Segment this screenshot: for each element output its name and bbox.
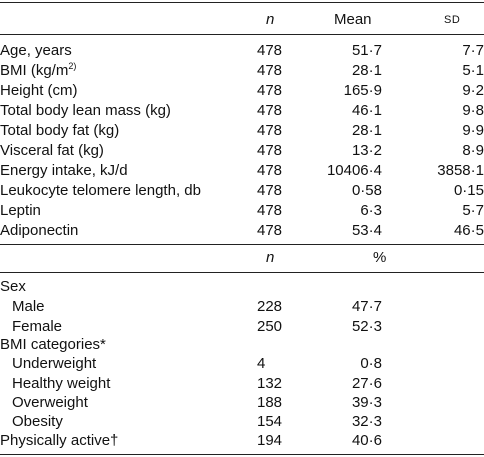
row-mean: 46·1 xyxy=(351,102,382,119)
row-label: Leptin xyxy=(0,202,41,219)
row-mean: 10406·4 xyxy=(326,162,382,179)
table-row: Underweight 4 0·8 xyxy=(0,354,484,374)
bmi-label-superscript: 2) xyxy=(68,61,77,71)
table-row: Total body fat (kg) 478 28·1 9·9 xyxy=(0,121,484,141)
table-row: Energy intake, kJ/d 478 10406·4 3858·1 xyxy=(0,161,484,181)
row-n: 478 xyxy=(257,102,283,119)
table-row: Visceral fat (kg) 478 13·2 8·9 xyxy=(0,141,484,161)
bottom-rule xyxy=(0,454,484,455)
row-n: 188 xyxy=(257,394,283,411)
row-sd: 46·5 xyxy=(453,222,484,239)
row-n: 478 xyxy=(257,202,283,219)
sex-heading: Sex xyxy=(0,278,26,295)
row-label: BMI (kg/m2) xyxy=(0,61,76,81)
table-row: Age, years 478 51·7 7·7 xyxy=(0,41,484,61)
header-mean: Mean xyxy=(334,11,372,28)
row-sd: 9·8 xyxy=(462,102,484,119)
row-mean: 165·9 xyxy=(343,82,382,99)
row-n: 478 xyxy=(257,162,283,179)
section-heading: BMI categories* xyxy=(0,335,484,355)
table-header: n % xyxy=(0,248,484,268)
row-percent: 39·3 xyxy=(351,394,382,411)
row-sd: 8·9 xyxy=(462,142,484,159)
row-label: Total body fat (kg) xyxy=(0,122,120,139)
table-row: Leukocyte telomere length, db 478 0·58 0… xyxy=(0,181,484,201)
row-label: Energy intake, kJ/d xyxy=(0,162,128,179)
table-row: Adiponectin 478 53·4 46·5 xyxy=(0,221,484,241)
row-sd: 3858·1 xyxy=(437,162,484,179)
header-n: n xyxy=(266,11,275,28)
row-percent: 32·3 xyxy=(351,413,382,430)
section-rule xyxy=(0,244,484,245)
row-sd: 9·9 xyxy=(462,122,484,139)
row-label: Male xyxy=(12,298,45,315)
table-row: Leptin 478 6·3 5·7 xyxy=(0,201,484,221)
table-row: BMI (kg/m2) 478 28·1 5·1 xyxy=(0,61,484,81)
table-row: Height (cm) 478 165·9 9·2 xyxy=(0,81,484,101)
table-header: n Mean SD xyxy=(0,10,484,30)
row-label: Visceral fat (kg) xyxy=(0,142,104,159)
header-rule xyxy=(0,34,484,35)
row-n: 478 xyxy=(257,142,283,159)
row-percent: 47·7 xyxy=(351,298,382,315)
header-n: n xyxy=(266,249,275,266)
row-label: Female xyxy=(12,318,63,335)
table-row: Obesity 154 32·3 xyxy=(0,412,484,432)
header-rule xyxy=(0,272,484,273)
row-label: Overweight xyxy=(12,394,88,411)
row-n: 250 xyxy=(257,318,283,335)
row-label: Height (cm) xyxy=(0,82,78,99)
row-label: Obesity xyxy=(12,413,63,430)
row-label: Physically active† xyxy=(0,432,119,449)
row-sd: 0·15 xyxy=(453,182,484,199)
row-n: 154 xyxy=(257,413,283,430)
row-label: Healthy weight xyxy=(12,375,111,392)
row-percent: 0·8 xyxy=(360,355,382,372)
header-sd: SD xyxy=(444,14,461,26)
row-mean: 28·1 xyxy=(351,62,382,79)
row-percent: 52·3 xyxy=(351,318,382,335)
table-row: Overweight 188 39·3 xyxy=(0,393,484,413)
row-mean: 0·58 xyxy=(351,182,382,199)
row-label: Age, years xyxy=(0,42,72,59)
row-n: 194 xyxy=(257,432,283,449)
row-label: Adiponectin xyxy=(0,222,79,239)
table-row: Male 228 47·7 xyxy=(0,297,484,317)
bmi-heading: BMI categories* xyxy=(0,336,106,353)
table-row: Physically active† 194 40·6 xyxy=(0,431,484,451)
row-label: Leukocyte telomere length, db xyxy=(0,182,201,199)
row-mean: 6·3 xyxy=(360,202,382,219)
row-n: 478 xyxy=(257,42,283,59)
row-percent: 40·6 xyxy=(351,432,382,449)
row-n: 478 xyxy=(257,82,283,99)
row-percent: 27·6 xyxy=(351,375,382,392)
row-mean: 13·2 xyxy=(351,142,382,159)
row-label: Total body lean mass (kg) xyxy=(0,102,171,119)
row-n: 478 xyxy=(257,122,283,139)
section-heading: Sex xyxy=(0,277,484,297)
row-mean: 53·4 xyxy=(351,222,382,239)
table-row: Female 250 52·3 xyxy=(0,317,484,337)
row-n: 478 xyxy=(257,62,283,79)
row-n: 132 xyxy=(257,375,283,392)
row-sd: 7·7 xyxy=(462,42,484,59)
row-n: 478 xyxy=(257,222,283,239)
bmi-label-text: BMI (kg/m xyxy=(0,62,69,79)
row-sd: 5·7 xyxy=(462,202,484,219)
top-rule xyxy=(0,2,484,3)
row-label: Underweight xyxy=(12,355,97,372)
row-n: 478 xyxy=(257,182,283,199)
row-n: 4 xyxy=(257,355,266,372)
table-row: Healthy weight 132 27·6 xyxy=(0,374,484,394)
row-n: 228 xyxy=(257,298,283,315)
row-mean: 28·1 xyxy=(351,122,382,139)
row-mean: 51·7 xyxy=(351,42,382,59)
row-sd: 9·2 xyxy=(462,82,484,99)
table-row: Total body lean mass (kg) 478 46·1 9·8 xyxy=(0,101,484,121)
row-sd: 5·1 xyxy=(462,62,484,79)
header-percent: % xyxy=(373,249,387,266)
